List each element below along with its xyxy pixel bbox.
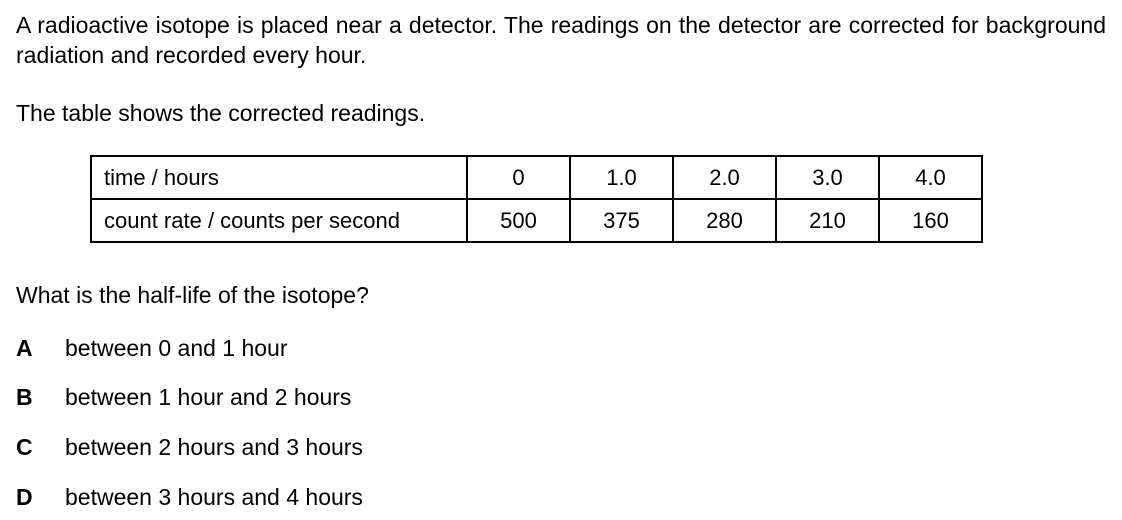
table-lead-text: The table shows the corrected readings. [16, 100, 426, 126]
option-letter: B [16, 384, 33, 410]
option-text: between 3 hours and 4 hours [65, 484, 363, 510]
cell-time-3: 3.0 [775, 155, 880, 200]
cell-count-2: 280 [672, 198, 777, 243]
option-text: between 2 hours and 3 hours [65, 434, 363, 460]
option-text: between 0 and 1 hour [65, 335, 288, 361]
cell-count-1: 375 [569, 198, 674, 243]
table-row-count-rate: count rate / counts per second 500 375 2… [90, 198, 983, 243]
row-label-count-rate: count rate / counts per second [90, 198, 468, 243]
cell-time-4: 4.0 [878, 155, 983, 200]
option-letter: C [16, 434, 33, 460]
readings-table: time / hours 0 1.0 2.0 3.0 4.0 count rat… [90, 155, 983, 243]
cell-time-2: 2.0 [672, 155, 777, 200]
intro-paragraph: A radioactive isotope is placed near a d… [16, 12, 1106, 68]
option-letter: A [16, 335, 33, 361]
cell-count-3: 210 [775, 198, 880, 243]
question-text: What is the half-life of the isotope? [16, 282, 369, 308]
row-label-time: time / hours [90, 155, 468, 200]
cell-time-1: 1.0 [569, 155, 674, 200]
cell-count-4: 160 [878, 198, 983, 243]
table-row-time: time / hours 0 1.0 2.0 3.0 4.0 [90, 155, 983, 200]
option-text: between 1 hour and 2 hours [65, 384, 352, 410]
option-letter: D [16, 484, 33, 510]
cell-count-0: 500 [466, 198, 571, 243]
cell-time-0: 0 [466, 155, 571, 200]
